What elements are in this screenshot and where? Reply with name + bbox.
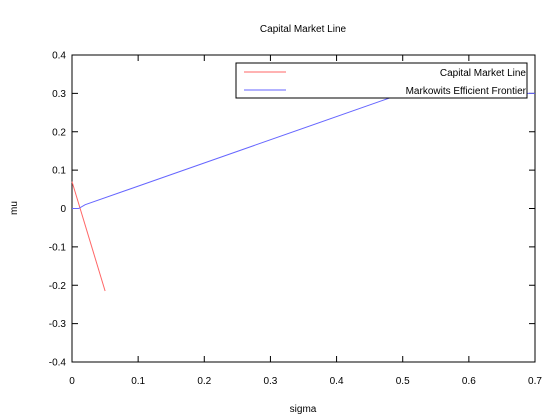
- x-tick-label: 0.3: [263, 376, 277, 387]
- x-tick-label: 0.7: [528, 376, 542, 387]
- legend-label: Markowits Efficient Frontier: [406, 86, 527, 97]
- legend: Capital Market Line Markowits Efficient F…: [235, 62, 528, 99]
- legend-label: Capital Market Line: [440, 68, 527, 79]
- y-tick-label: 0.3: [52, 89, 66, 100]
- y-tick-label: -0.4: [49, 358, 67, 369]
- x-tick-label: 0.2: [197, 376, 211, 387]
- y-tick-label: -0.1: [49, 242, 67, 253]
- chart-title: Capital Market Line: [260, 24, 347, 35]
- y-axis: -0.4 -0.3 -0.2 -0.1 0 0.1 0.2 0.3 0.4: [49, 51, 535, 369]
- y-tick-label: 0.2: [52, 127, 66, 138]
- series-line-2: [72, 92, 535, 209]
- legend-box: [235, 62, 528, 99]
- x-tick-label: 0.5: [396, 376, 410, 387]
- x-tick-label: 0: [69, 376, 75, 387]
- y-tick-label: 0.4: [52, 51, 66, 62]
- series-layer: [71, 92, 535, 292]
- y-tick-label: -0.3: [49, 319, 67, 330]
- x-tick-label: 0.1: [131, 376, 145, 387]
- plot-frame: [71, 54, 536, 363]
- y-tick-label: 0: [60, 204, 66, 215]
- x-axis: 0 0.1 0.2 0.3 0.4 0.5 0.6 0.7: [69, 55, 542, 387]
- x-tick-label: 0.6: [462, 376, 476, 387]
- x-axis-label: sigma: [290, 404, 317, 415]
- x-tick-label: 0.4: [330, 376, 344, 387]
- plot-area: [71, 54, 536, 363]
- y-tick-label: 0.1: [52, 166, 66, 177]
- y-axis-label: mu: [9, 201, 20, 215]
- y-tick-label: -0.2: [49, 281, 67, 292]
- series-line-1: [71, 181, 106, 292]
